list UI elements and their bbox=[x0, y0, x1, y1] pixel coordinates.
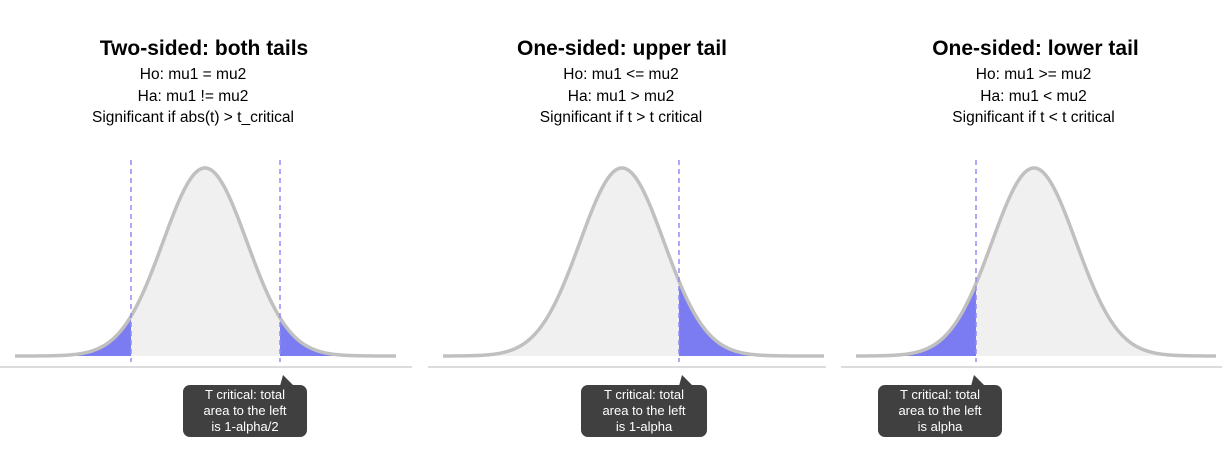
null-hypothesis: Ho: mu1 >= mu2 bbox=[975, 66, 1092, 83]
callout-line: area to the left bbox=[898, 403, 982, 418]
panel-upper-tail: One-sided: upper tail Ho: mu1 <= mu2 Ha:… bbox=[428, 0, 826, 454]
curve-area bbox=[443, 168, 824, 356]
alternative-hypothesis: Ha: mu1 > mu2 bbox=[567, 88, 675, 105]
alternative-hypothesis: Ha: mu1 < mu2 bbox=[980, 88, 1087, 105]
distribution-plot bbox=[0, 160, 412, 368]
callout-line: T critical: total bbox=[604, 387, 684, 402]
null-hypothesis: Ho: mu1 <= mu2 bbox=[563, 66, 679, 83]
lower-tail-shading bbox=[856, 283, 976, 356]
critical-value-callout: T critical: total area to the left is 1-… bbox=[581, 375, 707, 437]
callout-line: is 1-alpha bbox=[615, 419, 673, 434]
distribution-plot bbox=[428, 160, 826, 368]
null-hypothesis: Ho: mu1 = mu2 bbox=[139, 66, 247, 83]
critical-value-callout: T critical: total area to the left is 1-… bbox=[183, 375, 307, 437]
callout-line: is alpha bbox=[917, 419, 963, 434]
significance-rule: Significant if abs(t) > t_critical bbox=[91, 109, 294, 126]
panel-title: One-sided: lower tail bbox=[932, 37, 1139, 60]
panel-two-sided: Two-sided: both tails Ho: mu1 = mu2 Ha: … bbox=[0, 0, 412, 454]
callout-line: area to the left bbox=[203, 403, 287, 418]
significance-rule: Significant if t > t critical bbox=[539, 109, 703, 126]
density-curve bbox=[443, 166, 824, 358]
callout-line: T critical: total bbox=[205, 387, 285, 402]
upper-tail-shading bbox=[679, 281, 824, 356]
panel-lower-tail: One-sided: lower tail Ho: mu1 >= mu2 Ha:… bbox=[841, 0, 1222, 454]
critical-value-callout: T critical: total area to the left is al… bbox=[878, 375, 1002, 437]
upper-tail-shading bbox=[280, 317, 396, 356]
significance-rule: Significant if t < t critical bbox=[952, 109, 1115, 126]
density-curve bbox=[15, 166, 396, 358]
density-curve bbox=[855, 166, 1216, 358]
callout-line: is 1-alpha/2 bbox=[211, 419, 279, 434]
curve-area bbox=[15, 168, 396, 356]
callout-line: area to the left bbox=[602, 403, 686, 418]
panel-title: Two-sided: both tails bbox=[99, 37, 309, 60]
alternative-hypothesis: Ha: mu1 != mu2 bbox=[137, 88, 249, 105]
callout-line: T critical: total bbox=[900, 387, 980, 402]
distribution-plot bbox=[841, 160, 1222, 368]
curve-area bbox=[856, 168, 1216, 356]
lower-tail-shading bbox=[15, 316, 131, 356]
panel-title: One-sided: upper tail bbox=[516, 37, 728, 60]
